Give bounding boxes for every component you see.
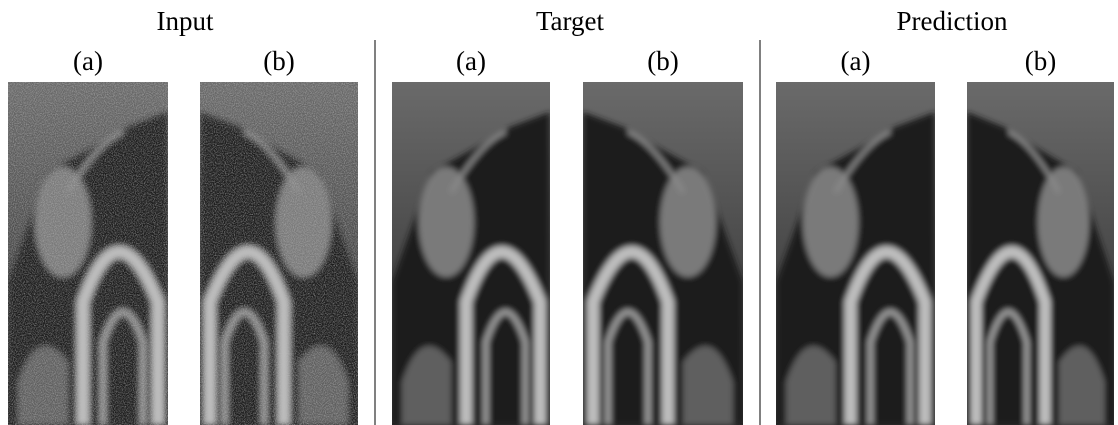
panel-label: (a) bbox=[73, 46, 103, 76]
noise-overlay bbox=[200, 82, 358, 425]
panel-image bbox=[776, 82, 935, 425]
panel-image bbox=[392, 82, 550, 425]
panel-image bbox=[583, 82, 743, 425]
panel-label: (b) bbox=[647, 46, 678, 76]
noise-overlay bbox=[8, 82, 168, 425]
panel-image bbox=[967, 82, 1114, 425]
group-title: Target bbox=[536, 6, 605, 36]
group-title: Input bbox=[157, 6, 214, 36]
panel-label: (a) bbox=[456, 46, 486, 76]
panel-label: (b) bbox=[263, 46, 294, 76]
panel-label: (b) bbox=[1025, 46, 1056, 76]
figure: Input (a) (b) Target (a) (b) Prediction (a) (b) bbox=[0, 0, 1118, 425]
group-title: Prediction bbox=[897, 6, 1008, 36]
panel-label: (a) bbox=[841, 46, 871, 76]
